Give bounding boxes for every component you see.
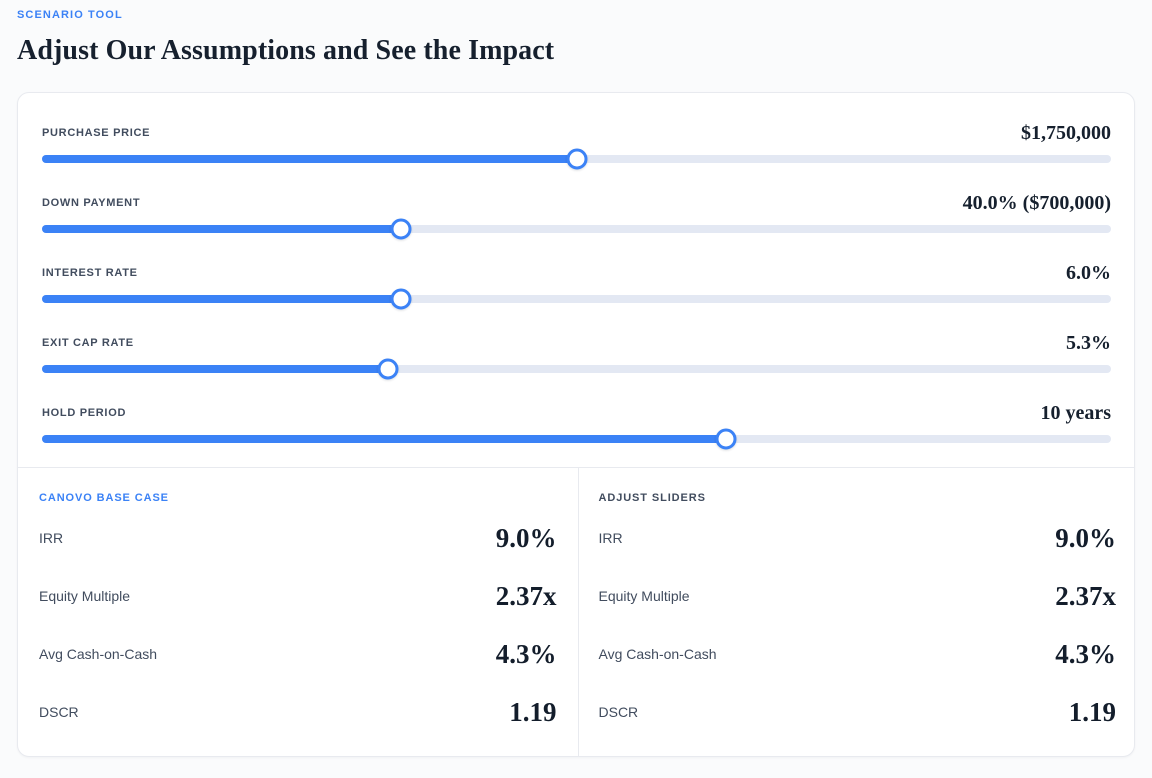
interest-rate-label: INTEREST RATE [42,267,138,279]
results-section: CANOVO BASE CASE IRR 9.0% Equity Multipl… [18,467,1134,756]
hold-period-slider-thumb[interactable] [715,428,737,450]
exit-cap-rate-label: EXIT CAP RATE [42,337,134,349]
metric-row-dscr: DSCR 1.19 [599,683,1117,741]
slider-row-head: EXIT CAP RATE 5.3% [42,330,1111,356]
down-payment-label: DOWN PAYMENT [42,197,141,209]
interest-rate-slider-track[interactable] [42,288,1111,310]
metric-value: 9.0% [1055,522,1116,553]
page-title: Adjust Our Assumptions and See the Impac… [17,35,555,66]
base-case-panel: CANOVO BASE CASE IRR 9.0% Equity Multipl… [18,468,578,756]
purchase-price-label: PURCHASE PRICE [42,127,151,139]
metric-label: IRR [598,530,623,546]
metric-label: DSCR [598,704,639,720]
eyebrow-label: SCENARIO TOOL [17,9,123,21]
hold-period-value: 10 years [1040,401,1111,424]
metric-label: DSCR [39,704,79,720]
slider-row-hold-period: HOLD PERIOD 10 years [42,392,1111,462]
down-payment-value: 40.0% ($700,000) [962,191,1111,214]
metric-value: 2.37x [1055,580,1116,611]
metric-row-avg-cash-on-cash: Avg Cash-on-Cash 4.3% [599,625,1117,683]
metric-value: 4.3% [495,638,557,669]
metric-label: Avg Cash-on-Cash [598,646,717,662]
metric-row-dscr: DSCR 1.19 [39,683,557,741]
sliders-section: PURCHASE PRICE $1,750,000 DOWN PAYMENT 4… [18,93,1134,462]
purchase-price-slider-track[interactable] [42,148,1111,170]
purchase-price-slider-thumb[interactable] [566,148,587,170]
metric-value: 9.0% [495,522,557,553]
metric-label: Equity Multiple [39,588,131,604]
metric-row-equity-multiple: Equity Multiple 2.37x [599,567,1117,625]
slider-row-head: DOWN PAYMENT 40.0% ($700,000) [42,190,1111,216]
slider-row-head: INTEREST RATE 6.0% [42,260,1111,286]
metric-label: IRR [39,530,64,546]
slider-fill [42,155,577,163]
metric-label: Avg Cash-on-Cash [39,646,158,662]
page-header: SCENARIO TOOL Adjust Our Assumptions and… [0,0,1152,67]
exit-cap-rate-slider-track[interactable] [42,358,1111,380]
down-payment-slider-thumb[interactable] [390,218,412,240]
metric-row-irr: IRR 9.0% [599,509,1117,567]
hold-period-slider-track[interactable] [42,428,1111,450]
metric-label: Equity Multiple [598,588,690,604]
metric-row-avg-cash-on-cash: Avg Cash-on-Cash 4.3% [39,625,557,683]
scenario-card: PURCHASE PRICE $1,750,000 DOWN PAYMENT 4… [17,92,1135,757]
exit-cap-rate-value: 5.3% [1066,331,1111,354]
adjusted-scenario-panel: ADJUST SLIDERS IRR 9.0% Equity Multiple … [577,468,1135,756]
slider-row-exit-cap-rate: EXIT CAP RATE 5.3% [42,322,1111,392]
metric-row-equity-multiple: Equity Multiple 2.37x [39,567,557,625]
exit-cap-rate-slider-thumb[interactable] [377,358,399,380]
hold-period-label: HOLD PERIOD [42,407,127,419]
down-payment-slider-track[interactable] [42,218,1111,240]
purchase-price-value: $1,750,000 [1021,121,1111,144]
metric-row-irr: IRR 9.0% [39,509,557,567]
adjust-sliders-heading: ADJUST SLIDERS [598,492,706,504]
slider-fill [42,365,389,373]
slider-row-head: PURCHASE PRICE $1,750,000 [42,120,1111,146]
slider-fill [42,225,402,233]
slider-fill [42,435,727,443]
metric-value: 2.37x [495,580,557,611]
slider-row-head: HOLD PERIOD 10 years [42,400,1111,426]
metric-value: 1.19 [509,696,557,727]
slider-row-purchase-price: PURCHASE PRICE $1,750,000 [42,112,1111,182]
interest-rate-slider-thumb[interactable] [390,288,412,310]
interest-rate-value: 6.0% [1066,261,1111,284]
slider-fill [42,295,402,303]
slider-row-interest-rate: INTEREST RATE 6.0% [42,252,1111,322]
metric-value: 4.3% [1055,638,1116,669]
base-case-heading: CANOVO BASE CASE [39,492,169,504]
metric-value: 1.19 [1068,696,1116,727]
slider-row-down-payment: DOWN PAYMENT 40.0% ($700,000) [42,182,1111,252]
